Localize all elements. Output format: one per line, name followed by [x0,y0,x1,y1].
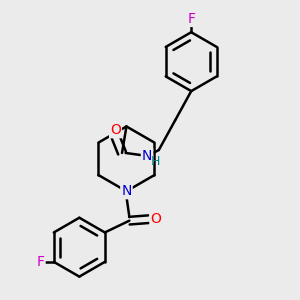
Text: H: H [151,155,160,168]
Text: O: O [151,212,161,226]
Text: F: F [37,255,45,269]
Text: F: F [187,12,195,26]
Text: N: N [142,149,152,163]
Text: N: N [121,184,132,198]
Text: O: O [110,123,121,137]
